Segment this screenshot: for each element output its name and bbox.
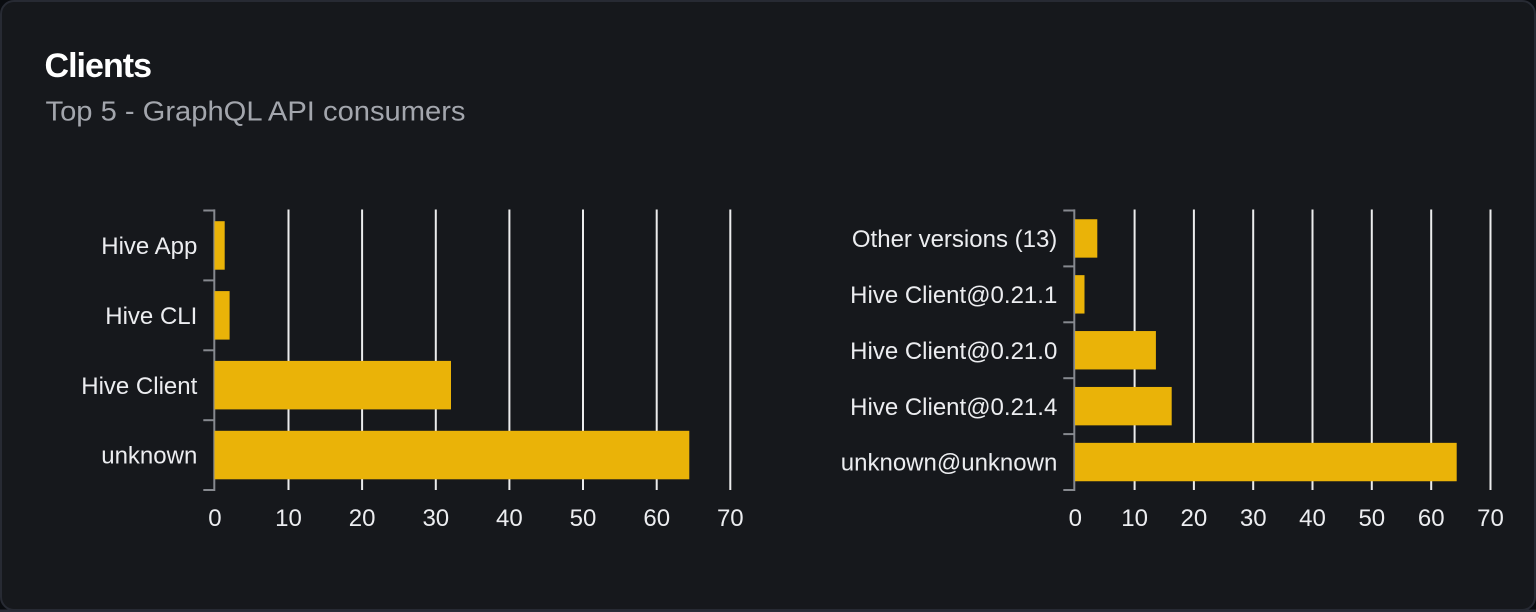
svg-text:Hive App: Hive App: [101, 233, 197, 260]
svg-text:Hive Client@0.21.1: Hive Client@0.21.1: [850, 282, 1057, 309]
svg-text:unknown: unknown: [101, 443, 197, 470]
svg-text:20: 20: [1181, 505, 1208, 532]
svg-text:40: 40: [1299, 505, 1326, 532]
svg-text:70: 70: [717, 505, 744, 532]
svg-text:10: 10: [275, 505, 302, 532]
svg-text:unknown@unknown: unknown@unknown: [841, 450, 1058, 477]
svg-text:30: 30: [1240, 505, 1267, 532]
svg-text:Hive Client: Hive Client: [81, 373, 197, 400]
svg-text:50: 50: [570, 505, 597, 532]
svg-text:Hive Client@0.21.4: Hive Client@0.21.4: [850, 394, 1057, 421]
svg-text:Hive Client@0.21.0: Hive Client@0.21.0: [850, 338, 1057, 365]
svg-text:30: 30: [422, 505, 449, 532]
svg-text:20: 20: [349, 505, 376, 532]
svg-text:Clients: Clients: [45, 47, 153, 85]
svg-text:40: 40: [496, 505, 523, 532]
svg-text:60: 60: [643, 505, 670, 532]
svg-text:0: 0: [208, 505, 221, 532]
svg-text:0: 0: [1069, 505, 1082, 532]
svg-text:60: 60: [1418, 505, 1445, 532]
svg-text:10: 10: [1121, 505, 1148, 532]
svg-text:Other versions (13): Other versions (13): [852, 226, 1057, 253]
svg-text:Hive CLI: Hive CLI: [105, 303, 197, 330]
svg-text:50: 50: [1358, 505, 1385, 532]
svg-text:70: 70: [1477, 505, 1504, 532]
svg-text:Top 5 - GraphQL API consumers: Top 5 - GraphQL API consumers: [46, 96, 466, 127]
